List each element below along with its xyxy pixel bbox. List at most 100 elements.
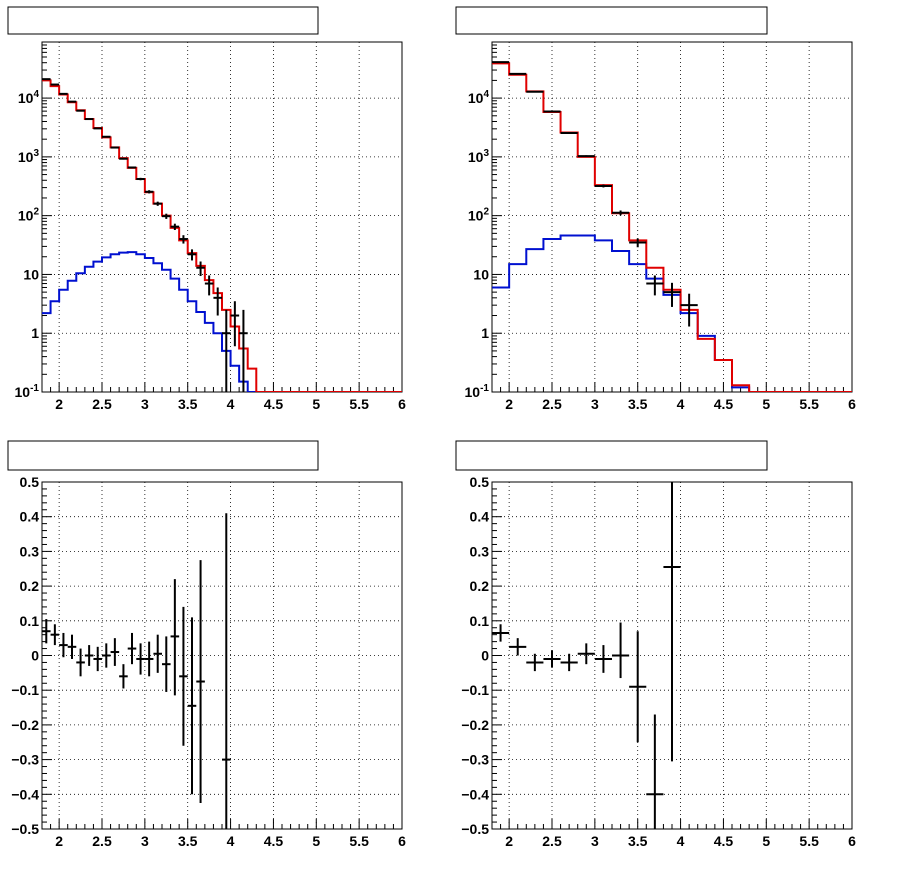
data-point bbox=[196, 261, 205, 277]
data-point bbox=[213, 287, 222, 316]
y-tick-label: −0.5 bbox=[461, 821, 489, 837]
panel-bottom-right: 2 2.5 3 3.5 4 4.5 5 5.5 6 −0.5 −0.4 −0.3 −0.2 −0.1 0 0.… bbox=[455, 440, 856, 849]
y-tick-label: 0.4 bbox=[470, 509, 490, 525]
x-tick-label: 5 bbox=[312, 833, 320, 849]
data-point bbox=[492, 624, 510, 642]
y-tick-label: 0 bbox=[31, 648, 39, 664]
y-tick-label: 10-1 bbox=[15, 383, 40, 400]
title-box bbox=[7, 440, 319, 471]
series-group bbox=[42, 513, 231, 829]
series-group bbox=[492, 482, 681, 829]
data-point bbox=[162, 636, 171, 692]
grid bbox=[42, 42, 402, 392]
data-point bbox=[594, 645, 612, 673]
y-tick-label: −0.2 bbox=[11, 717, 39, 733]
x-tick-label: 6 bbox=[848, 833, 856, 849]
data-point bbox=[577, 155, 595, 158]
data-point bbox=[179, 235, 188, 244]
x-tick-label: 3 bbox=[141, 833, 149, 849]
grid bbox=[42, 482, 402, 829]
data-point bbox=[663, 482, 681, 762]
data-point bbox=[663, 282, 681, 307]
data-point bbox=[67, 100, 77, 103]
data-point bbox=[612, 210, 630, 216]
y-tick-label: 0.3 bbox=[20, 543, 40, 559]
data-point bbox=[84, 645, 94, 666]
y-tick-label: −0.3 bbox=[461, 752, 489, 768]
total_model-histogram bbox=[42, 79, 402, 392]
data-point bbox=[110, 146, 120, 149]
data-point bbox=[50, 624, 60, 646]
x-tick-label: 4.5 bbox=[264, 396, 284, 412]
y-tick-label: −0.3 bbox=[11, 752, 39, 768]
data-point bbox=[179, 606, 188, 746]
x-tick-label: 4 bbox=[677, 396, 685, 412]
data-point bbox=[612, 622, 630, 679]
panel-top-right: 2 2.5 3 3.5 4 4.5 5 5.5 6 10-1 1 10 102 103 104 bbox=[455, 6, 856, 412]
data-point bbox=[646, 714, 664, 829]
data-point bbox=[560, 653, 578, 672]
x-tick-label: 2 bbox=[55, 396, 63, 412]
y-tick-label: 10 bbox=[23, 266, 39, 282]
x-tick-label: 5.5 bbox=[349, 396, 369, 412]
x-tick-label: 2.5 bbox=[92, 833, 112, 849]
data-point bbox=[127, 632, 137, 665]
y-tick-label: 0.4 bbox=[20, 509, 40, 525]
data-point bbox=[543, 110, 561, 113]
x-tick-label: 3.5 bbox=[178, 396, 198, 412]
x-tick-label: 3.5 bbox=[628, 833, 648, 849]
y-tick-label: −0.5 bbox=[11, 821, 39, 837]
y-tick-label: 1 bbox=[481, 325, 489, 341]
y-tick-label: 10-1 bbox=[465, 383, 490, 400]
series-group bbox=[492, 61, 852, 392]
y-tick-label: 102 bbox=[18, 207, 40, 224]
data-point bbox=[629, 631, 647, 743]
data-point bbox=[42, 619, 51, 644]
panel-top-left: 2 2.5 3 3.5 4 4.5 5 5.5 6 10-1 1 10 102 103 104 bbox=[7, 6, 406, 412]
y-tick-label: 0.1 bbox=[470, 613, 490, 629]
x-tick-label: 5 bbox=[762, 396, 770, 412]
y-tick-label: 10 bbox=[473, 266, 489, 282]
data-point bbox=[680, 293, 698, 327]
source_model-histogram bbox=[42, 251, 402, 392]
data-point bbox=[187, 249, 197, 261]
data-point bbox=[119, 157, 128, 160]
title-box bbox=[455, 6, 768, 35]
y-tick-label: 102 bbox=[468, 207, 490, 224]
y-tick-label: −0.4 bbox=[461, 786, 489, 802]
data-point bbox=[560, 131, 578, 134]
x-tick-label: 4 bbox=[227, 833, 235, 849]
data-point bbox=[629, 238, 647, 248]
y-tick-label: 103 bbox=[468, 148, 490, 165]
data-point bbox=[144, 190, 154, 194]
x-tick-label: 2.5 bbox=[92, 396, 112, 412]
data-point bbox=[170, 223, 180, 231]
title-box bbox=[7, 6, 319, 35]
x-tick-label: 5.5 bbox=[349, 833, 369, 849]
x-tick-label: 4.5 bbox=[714, 396, 734, 412]
y-tick-label: −0.1 bbox=[461, 682, 489, 698]
data-point bbox=[136, 177, 145, 181]
total_model-histogram bbox=[492, 62, 852, 392]
x-tick-label: 6 bbox=[398, 833, 406, 849]
y-tick-label: 1 bbox=[31, 325, 39, 341]
y-tick-label: 104 bbox=[468, 89, 490, 106]
y-tick-label: 0.2 bbox=[20, 578, 40, 594]
y-tick-label: 0.5 bbox=[20, 474, 40, 490]
y-tick-label: 104 bbox=[18, 89, 40, 106]
y-tick-label: 0.1 bbox=[20, 613, 40, 629]
x-tick-label: 5.5 bbox=[799, 833, 819, 849]
data-point bbox=[67, 634, 77, 659]
series-group bbox=[42, 78, 402, 392]
data-point bbox=[196, 560, 205, 803]
data-point bbox=[93, 127, 102, 130]
data-point bbox=[153, 201, 162, 206]
x-tick-label: 5 bbox=[312, 396, 320, 412]
data-point bbox=[76, 648, 85, 677]
data-point bbox=[509, 638, 527, 656]
x-tick-label: 3.5 bbox=[628, 396, 648, 412]
data-point bbox=[204, 275, 214, 296]
data-point bbox=[230, 301, 240, 347]
x-tick-label: 3 bbox=[591, 833, 599, 849]
